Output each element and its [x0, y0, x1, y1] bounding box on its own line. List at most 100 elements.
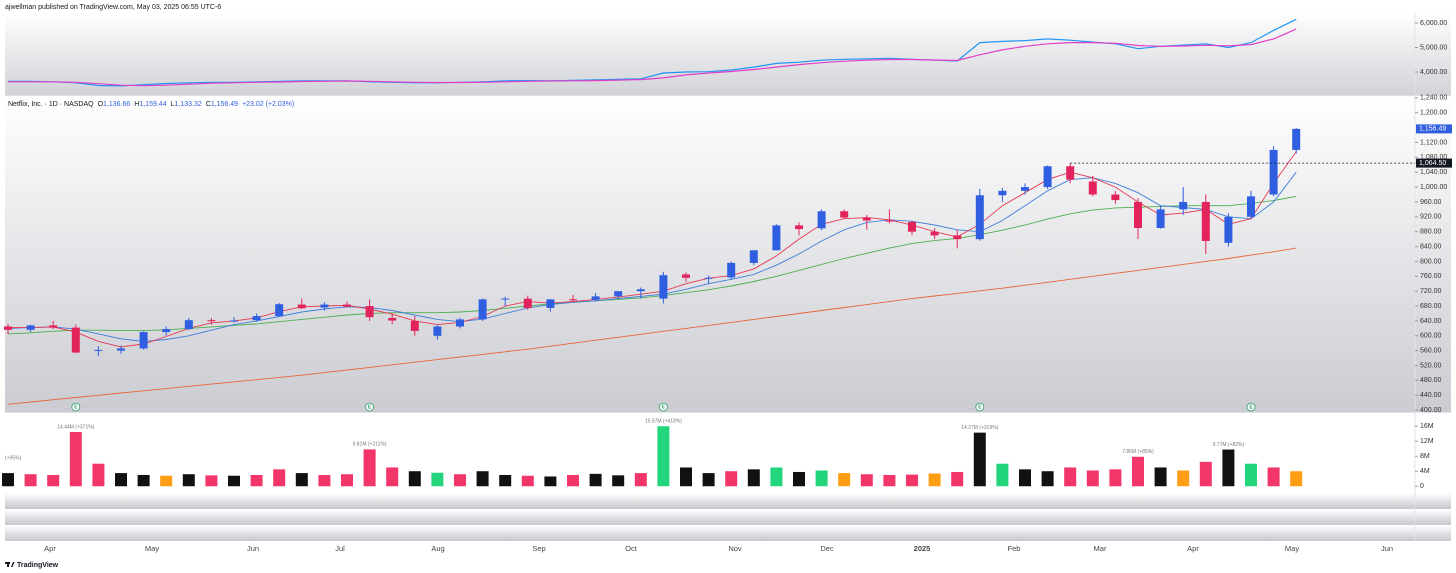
y-tick-label: 12M [1420, 438, 1434, 445]
volume-bar [1177, 470, 1190, 487]
volume-bar [476, 471, 489, 487]
volume-bar [115, 473, 127, 487]
volume-bar [725, 471, 738, 487]
candle-body [1224, 216, 1233, 243]
candle-body [727, 262, 736, 278]
x-tick-label: Nov [728, 544, 742, 553]
candle-body [207, 320, 216, 322]
candle-body [591, 296, 600, 300]
candle-body [1088, 181, 1097, 195]
candle-body [184, 320, 193, 330]
earnings-badge [1246, 402, 1256, 412]
x-tick-label: Mar [1094, 544, 1107, 553]
x-tick-label: Jul [335, 544, 345, 553]
price-line-box [1416, 158, 1452, 168]
y-tick-label: 8M [1420, 453, 1430, 460]
volume-bar [567, 474, 579, 487]
candle-body [546, 299, 555, 308]
x-tick-label: Oct [625, 544, 638, 553]
x-tick-label: Sep [532, 544, 545, 553]
last-price-box [1416, 124, 1452, 134]
candle-body [1134, 201, 1142, 228]
legend-key: O [98, 101, 104, 108]
volume-bar [1267, 467, 1280, 487]
candle-body [749, 250, 758, 263]
y-tick-label: 720.00 [1420, 288, 1442, 295]
volume-bar [770, 467, 783, 487]
volume-bar [1154, 467, 1167, 487]
y-tick-label: 560.00 [1420, 348, 1442, 355]
y-tick-label: 1,080.00 [1420, 154, 1447, 161]
candle-body [1156, 209, 1165, 228]
y-tick-label: 800.00 [1420, 258, 1442, 265]
volume-bar [747, 469, 760, 487]
legend-value: 1,156.49 [211, 101, 238, 108]
volume-bar [973, 432, 986, 487]
volume-bar [996, 463, 1009, 487]
volume-bar [634, 473, 647, 487]
y-tick-label: 960.00 [1420, 199, 1442, 206]
candle-body [456, 319, 464, 327]
candle-body [365, 306, 374, 318]
candle-body [4, 326, 12, 330]
volume-bar [1041, 471, 1054, 487]
volume-bar [1086, 470, 1099, 487]
x-tick-label: 2025 [914, 544, 931, 553]
candle-body [930, 231, 939, 236]
y-tick-label: 6,000.00 [1420, 20, 1447, 27]
y-tick-label: 1,200.00 [1420, 110, 1447, 117]
volume-bar [1290, 471, 1303, 487]
candle-body [636, 289, 645, 292]
y-tick-label: 1,240.00 [1420, 95, 1447, 102]
candle-body [953, 235, 962, 240]
y-tick-label: 880.00 [1420, 229, 1442, 236]
candle-body [501, 298, 510, 300]
y-tick-label: 920.00 [1420, 214, 1442, 221]
legend-name: Netflix, Inc. · 1D · NASDAQ [8, 101, 94, 108]
y-tick-label: 0 [1420, 483, 1424, 490]
candle-body [343, 304, 351, 307]
candle-body [297, 304, 306, 309]
x-tick-label: Jun [247, 544, 259, 553]
y-tick-label: 1,040.00 [1420, 169, 1447, 176]
candle-body [117, 348, 125, 351]
volume-label: 14.44M (+371%) [57, 424, 94, 430]
volume-bar [1064, 467, 1077, 487]
candle-body [772, 225, 781, 251]
earnings-marker: E [74, 405, 78, 411]
candle-body [433, 326, 442, 336]
candle-body [1247, 196, 1255, 217]
volume-bar [341, 474, 353, 487]
candle-body [139, 332, 148, 349]
y-tick-label: 1,120.00 [1420, 139, 1447, 146]
candle-body [252, 316, 261, 321]
volume-bar [680, 467, 692, 487]
volume-bar [544, 476, 557, 487]
y-tick-label: 520.00 [1420, 362, 1442, 369]
earnings-badge [71, 402, 81, 412]
candle-body [388, 317, 397, 321]
candle-body [862, 217, 871, 221]
candle-body [840, 211, 849, 218]
volume-bar [273, 469, 286, 487]
legend-value: 1,159.44 [139, 101, 166, 108]
last-price-label: 1,156.49 [1419, 126, 1446, 133]
candle-body [1269, 149, 1278, 195]
empty-panel [5, 493, 1451, 509]
volume-label: 15.97M (+418%) [645, 419, 682, 425]
y-tick-label: 640.00 [1420, 318, 1442, 325]
volume-bar [815, 470, 828, 487]
volume-bar [386, 467, 399, 487]
volume-bar [1199, 461, 1212, 487]
candle-body [49, 325, 58, 328]
indicator-line [8, 18, 1297, 87]
candle-body [1179, 201, 1188, 210]
candle-body [162, 329, 171, 333]
publisher: ajwellman published on TradingView.com, … [5, 4, 221, 11]
volume-bar [499, 474, 512, 487]
candle-body [410, 320, 419, 331]
legend-key: H [134, 101, 139, 108]
volume-bar [318, 474, 331, 487]
moving-average [7, 171, 1297, 342]
candle-body [523, 298, 532, 308]
